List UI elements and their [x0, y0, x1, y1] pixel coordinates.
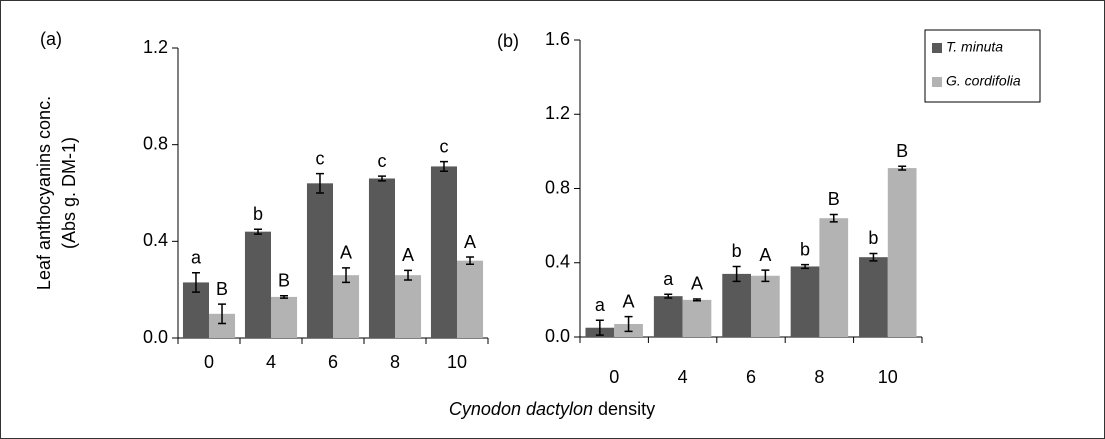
significance-letter: c — [439, 136, 448, 156]
bar — [790, 266, 820, 337]
error-bar — [829, 213, 838, 223]
x-tick-label: 4 — [266, 352, 276, 372]
bar — [395, 275, 422, 338]
y-axis-label: Leaf anthocyanins conc. — [34, 96, 54, 290]
bar — [306, 183, 333, 338]
error-bar — [624, 315, 633, 333]
significance-letter: A — [464, 232, 476, 252]
legend-box — [924, 29, 1041, 103]
significance-letter: B — [828, 189, 840, 209]
y-axis-label: (Abs g. DM-1) — [59, 137, 79, 249]
y-tick-label: 0.4 — [545, 252, 570, 272]
y-tick-label: 0.8 — [545, 177, 570, 197]
bar — [457, 260, 484, 338]
x-label-text: density — [598, 399, 655, 419]
legend-label: G. cordifolia — [946, 73, 1021, 89]
significance-letter: a — [191, 248, 202, 268]
significance-letter: a — [663, 269, 674, 289]
x-tick-label: 0 — [204, 352, 214, 372]
bar — [859, 257, 888, 337]
y-tick-label: 1.6 — [545, 29, 570, 49]
error-bar — [664, 293, 673, 299]
x-tick-label: 6 — [746, 367, 756, 387]
significance-letter: A — [691, 274, 703, 294]
y-tick-label: 0.0 — [545, 326, 570, 346]
error-bar — [342, 267, 351, 284]
x-tick-label: 10 — [878, 367, 898, 387]
error-bar — [595, 319, 604, 336]
bar — [653, 296, 683, 337]
error-bar — [732, 265, 741, 283]
significance-letter: B — [216, 279, 228, 299]
error-bar — [280, 294, 289, 299]
legend-label: T. minuta — [946, 39, 1003, 55]
bar — [682, 299, 712, 337]
error-bar — [692, 298, 701, 302]
significance-letter: A — [759, 245, 771, 265]
significance-letter: b — [868, 228, 878, 248]
error-bar — [377, 175, 386, 182]
bar — [751, 275, 780, 337]
significance-letter: c — [315, 148, 324, 168]
x-tick-label: 10 — [447, 352, 467, 372]
error-bar — [191, 272, 200, 293]
x-tick-label: 8 — [814, 367, 824, 387]
significance-letter: A — [340, 243, 352, 263]
error-bar — [253, 228, 262, 235]
y-tick-label: 0.8 — [143, 133, 168, 153]
x-axis-label: Cynodon dactylon density — [449, 399, 655, 419]
legend-swatch — [932, 77, 942, 87]
bar — [819, 218, 849, 337]
panel-label: (a) — [40, 29, 62, 49]
significance-letter: c — [377, 151, 386, 171]
x-tick-label: 4 — [678, 367, 688, 387]
legend-swatch — [932, 43, 942, 53]
bar — [333, 275, 360, 338]
error-bar — [898, 165, 907, 171]
panel-label: (b) — [497, 31, 519, 51]
significance-letter: a — [595, 295, 606, 315]
bar — [887, 168, 917, 337]
significance-letter: b — [732, 241, 742, 261]
error-bar — [869, 252, 878, 262]
significance-letter: A — [623, 291, 635, 311]
bar — [430, 166, 457, 338]
significance-letter: A — [402, 245, 414, 265]
y-tick-label: 0.0 — [143, 327, 168, 347]
bar — [722, 273, 751, 337]
error-bar — [218, 303, 227, 325]
x-tick-label: 0 — [609, 367, 619, 387]
bar — [368, 178, 395, 338]
x-tick-label: 8 — [390, 352, 400, 372]
error-bar — [801, 263, 810, 270]
y-tick-label: 0.4 — [143, 230, 168, 250]
y-tick-label: 1.2 — [545, 103, 570, 123]
y-tick-label: 1.2 — [143, 37, 168, 57]
error-bar — [315, 172, 324, 194]
significance-letter: b — [800, 239, 810, 259]
significance-letter: B — [278, 270, 290, 290]
bar — [271, 296, 298, 338]
x-label-italic: Cynodon dactylon — [449, 399, 593, 419]
error-bar — [404, 269, 413, 281]
error-bar — [439, 160, 448, 172]
x-tick-label: 6 — [328, 352, 338, 372]
error-bar — [466, 256, 475, 266]
significance-letter: B — [896, 141, 908, 161]
bar — [244, 231, 271, 338]
error-bar — [761, 269, 770, 283]
significance-letter: b — [253, 204, 263, 224]
